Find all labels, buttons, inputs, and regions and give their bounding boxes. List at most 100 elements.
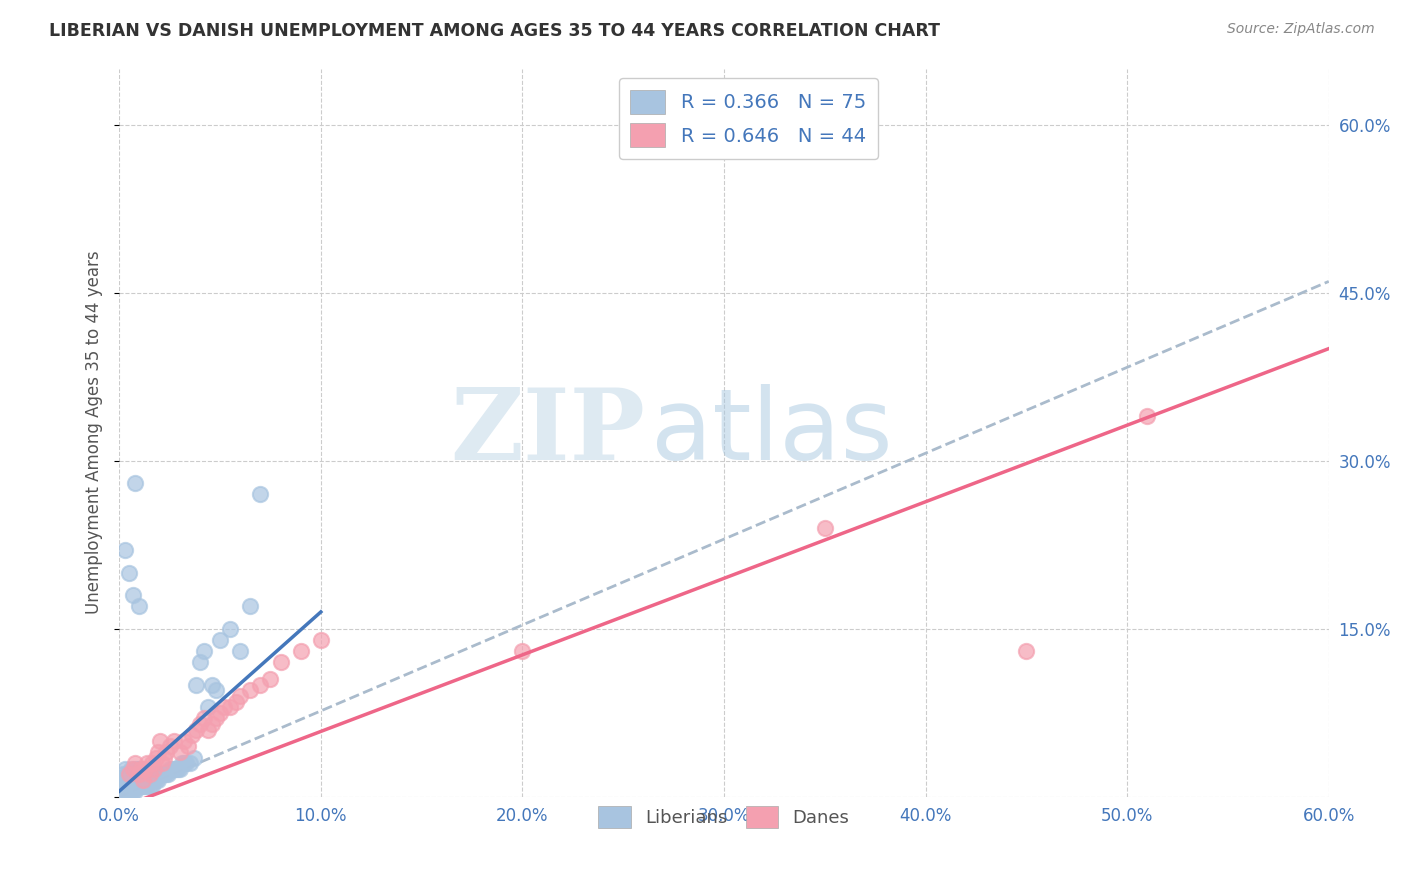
Point bbox=[136, 779, 159, 793]
Point bbox=[155, 745, 177, 759]
Point bbox=[169, 745, 191, 759]
Point bbox=[136, 756, 159, 771]
Point bbox=[127, 779, 149, 793]
Point bbox=[122, 588, 145, 602]
Point bbox=[205, 711, 228, 725]
Point bbox=[118, 566, 141, 580]
Point bbox=[1136, 409, 1159, 423]
Point bbox=[142, 762, 165, 776]
Text: LIBERIAN VS DANISH UNEMPLOYMENT AMONG AGES 35 TO 44 YEARS CORRELATION CHART: LIBERIAN VS DANISH UNEMPLOYMENT AMONG AG… bbox=[49, 22, 941, 40]
Point bbox=[259, 672, 281, 686]
Point bbox=[239, 683, 262, 698]
Point bbox=[120, 772, 142, 787]
Point bbox=[131, 767, 153, 781]
Point bbox=[170, 756, 193, 771]
Point bbox=[219, 622, 242, 636]
Point bbox=[150, 756, 173, 771]
Point bbox=[141, 756, 163, 771]
Point bbox=[142, 772, 165, 787]
Point bbox=[114, 772, 136, 787]
Point bbox=[188, 656, 211, 670]
Point bbox=[193, 711, 215, 725]
Point bbox=[193, 644, 215, 658]
Point bbox=[249, 678, 271, 692]
Point bbox=[239, 599, 262, 614]
Point bbox=[219, 700, 242, 714]
Point bbox=[124, 762, 146, 776]
Point bbox=[117, 779, 139, 793]
Point bbox=[134, 762, 156, 776]
Point bbox=[163, 762, 186, 776]
Point bbox=[155, 767, 177, 781]
Y-axis label: Unemployment Among Ages 35 to 44 years: Unemployment Among Ages 35 to 44 years bbox=[86, 251, 103, 615]
Point bbox=[138, 767, 160, 781]
Point bbox=[110, 779, 132, 793]
Point bbox=[128, 599, 150, 614]
Point bbox=[118, 779, 141, 793]
Point bbox=[225, 694, 247, 708]
Point bbox=[179, 756, 201, 771]
Point bbox=[122, 784, 145, 798]
Point bbox=[127, 762, 149, 776]
Point bbox=[146, 745, 169, 759]
Point bbox=[124, 756, 146, 771]
Point bbox=[120, 784, 142, 798]
Point bbox=[138, 767, 160, 781]
Point bbox=[205, 683, 228, 698]
Text: ZIP: ZIP bbox=[450, 384, 645, 481]
Point bbox=[270, 656, 292, 670]
Point bbox=[149, 733, 172, 747]
Point bbox=[117, 767, 139, 781]
Point bbox=[197, 723, 219, 737]
Point bbox=[131, 762, 153, 776]
Point bbox=[174, 756, 197, 771]
Point bbox=[145, 750, 167, 764]
Point bbox=[152, 767, 174, 781]
Point bbox=[229, 644, 252, 658]
Point bbox=[512, 644, 534, 658]
Point bbox=[149, 767, 172, 781]
Point bbox=[814, 521, 837, 535]
Point bbox=[132, 779, 155, 793]
Point bbox=[160, 762, 183, 776]
Point bbox=[309, 632, 332, 647]
Point bbox=[141, 767, 163, 781]
Point bbox=[112, 767, 135, 781]
Point bbox=[128, 772, 150, 787]
Point bbox=[122, 779, 145, 793]
Point bbox=[212, 700, 235, 714]
Point bbox=[180, 728, 202, 742]
Point bbox=[124, 772, 146, 787]
Point bbox=[166, 762, 188, 776]
Point bbox=[117, 784, 139, 798]
Text: Source: ZipAtlas.com: Source: ZipAtlas.com bbox=[1227, 22, 1375, 37]
Point bbox=[120, 762, 142, 776]
Point bbox=[201, 678, 224, 692]
Point bbox=[163, 733, 186, 747]
Point bbox=[290, 644, 312, 658]
Point bbox=[114, 762, 136, 776]
Point bbox=[173, 733, 195, 747]
Point bbox=[169, 762, 191, 776]
Point bbox=[122, 767, 145, 781]
Point bbox=[188, 717, 211, 731]
Point bbox=[209, 632, 232, 647]
Point bbox=[128, 762, 150, 776]
Point bbox=[184, 678, 207, 692]
Point bbox=[183, 750, 205, 764]
Point bbox=[145, 772, 167, 787]
Point bbox=[141, 779, 163, 793]
Point bbox=[114, 784, 136, 798]
Point bbox=[156, 767, 179, 781]
Point bbox=[118, 767, 141, 781]
Point bbox=[114, 543, 136, 558]
Point bbox=[132, 767, 155, 781]
Point bbox=[122, 762, 145, 776]
Text: atlas: atlas bbox=[651, 384, 893, 481]
Point bbox=[138, 779, 160, 793]
Point bbox=[165, 762, 187, 776]
Point bbox=[229, 689, 252, 703]
Point bbox=[134, 779, 156, 793]
Legend: Liberians, Danes: Liberians, Danes bbox=[592, 798, 856, 835]
Point bbox=[134, 767, 156, 781]
